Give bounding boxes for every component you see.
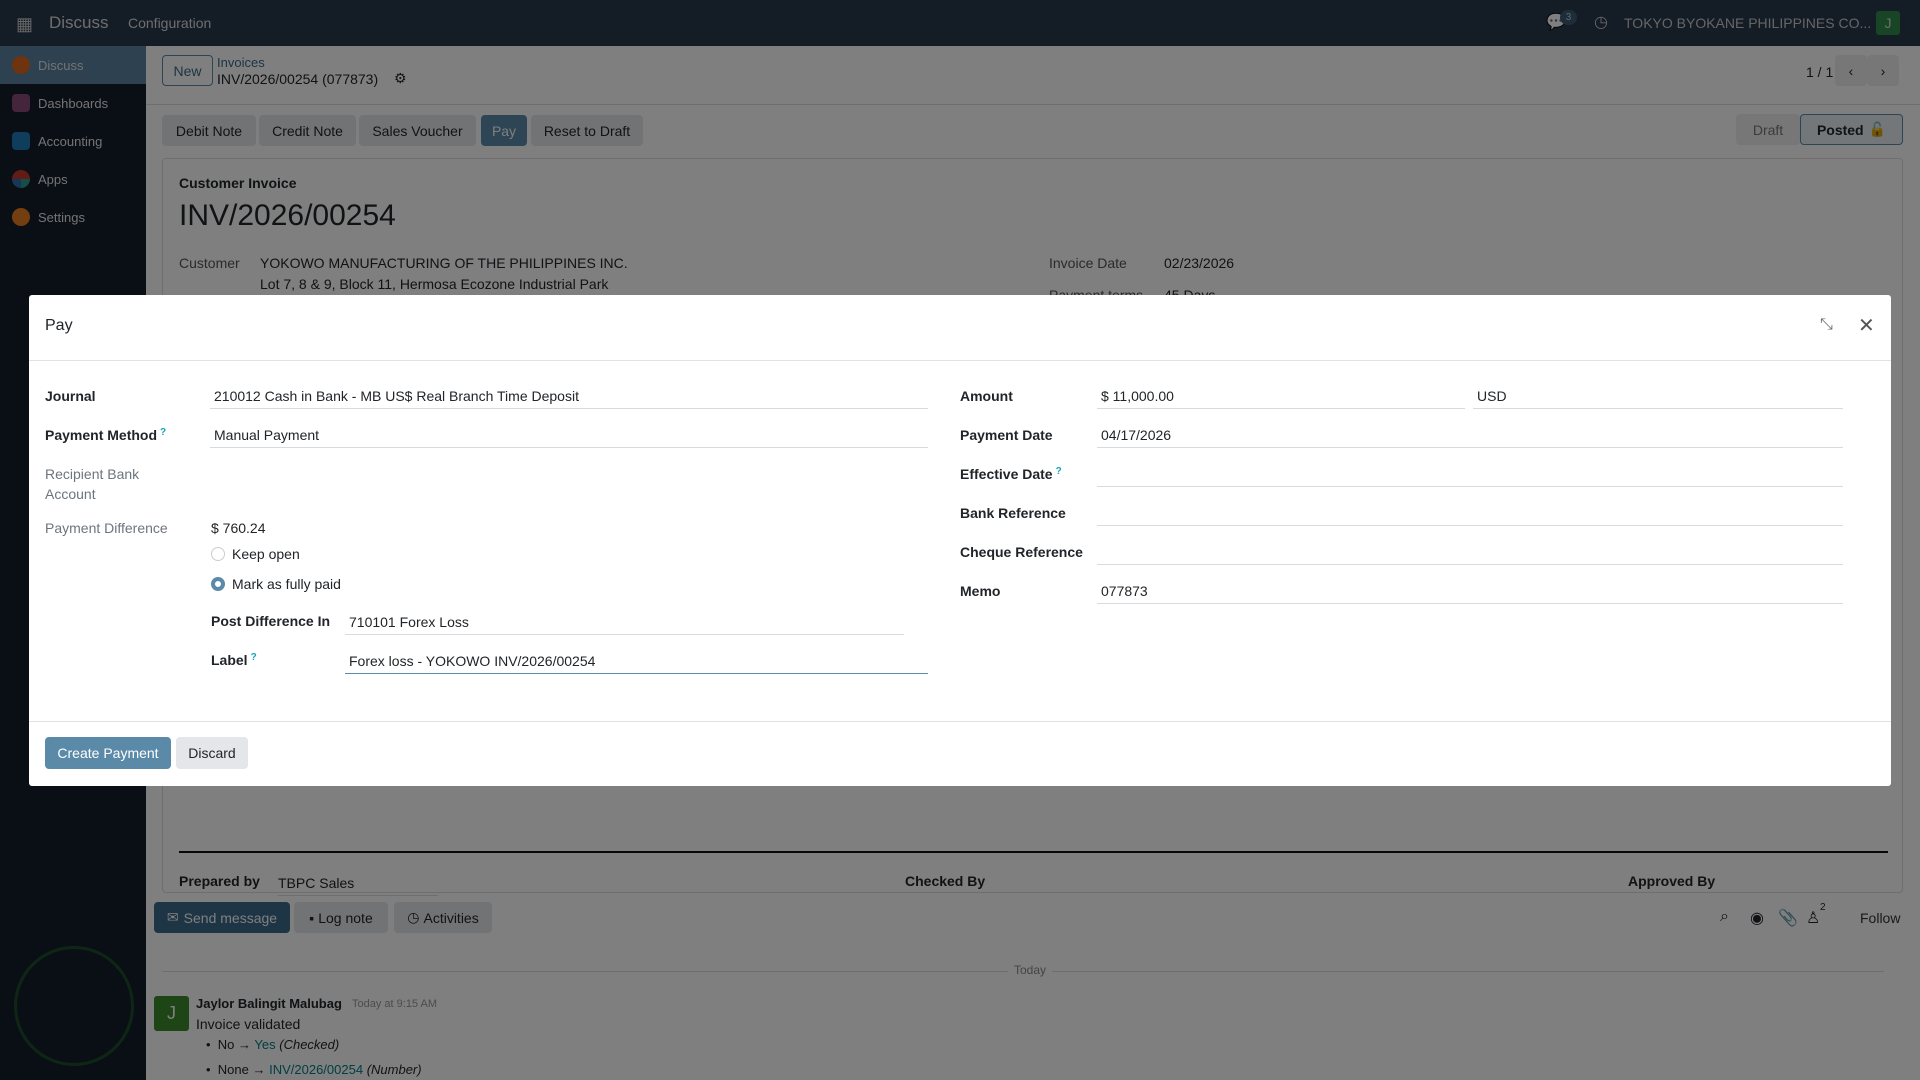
currency-field[interactable]: USD [1473,383,1843,409]
keep-open-label[interactable]: Keep open [232,546,300,562]
mark-fully-paid-radio[interactable] [211,577,225,591]
effective-date-label: Effective Date? [960,466,1062,482]
label-field[interactable]: Forex loss - YOKOWO INV/2026/00254 [345,648,928,674]
create-payment-button[interactable]: Create Payment [45,737,171,769]
help-icon[interactable]: ? [250,652,257,663]
effective-date-label-text: Effective Date [960,466,1053,482]
label-label-text: Label [211,652,248,668]
bank-reference-field[interactable] [1097,500,1843,526]
keep-open-radio[interactable] [211,547,225,561]
payment-method-label: Payment Method? [45,427,166,443]
payment-difference-label: Payment Difference [45,520,168,536]
label-label: Label? [211,652,257,668]
close-icon[interactable]: ✕ [1858,315,1875,337]
discard-button[interactable]: Discard [176,737,248,769]
payment-method-label-text: Payment Method [45,427,158,443]
minimize-icon[interactable]: ⤡ [1820,316,1833,333]
help-icon[interactable]: ? [1055,466,1062,477]
amount-label: Amount [960,388,1013,404]
amount-field[interactable]: $ 11,000.00 [1097,383,1465,409]
bank-reference-label: Bank Reference [960,505,1066,521]
memo-field[interactable]: 077873 [1097,578,1843,604]
dialog-title: Pay [45,317,73,334]
memo-label: Memo [960,583,1001,599]
effective-date-field[interactable] [1097,461,1843,487]
payment-date-field[interactable]: 04/17/2026 [1097,422,1843,448]
pay-dialog: Pay ⤡ ✕ Journal 210012 Cash in Bank - MB… [29,295,1891,786]
payment-date-label: Payment Date [960,427,1053,443]
payment-difference-value: $ 760.24 [211,520,266,536]
footer-divider [29,721,1891,722]
post-difference-label: Post Difference In [211,613,331,629]
mark-fully-paid-label[interactable]: Mark as fully paid [232,576,341,592]
post-difference-field[interactable]: 710101 Forex Loss [345,609,904,635]
journal-label: Journal [45,388,96,404]
cheque-reference-field[interactable] [1097,539,1843,565]
recipient-bank-label-2: Account [45,486,96,502]
help-icon[interactable]: ? [160,427,167,438]
header-divider [29,360,1891,361]
payment-method-field[interactable]: Manual Payment [210,422,928,448]
cheque-reference-label: Cheque Reference [960,544,1083,560]
journal-field[interactable]: 210012 Cash in Bank - MB US$ Real Branch… [210,383,928,409]
recipient-bank-label: Recipient Bank [45,466,140,482]
